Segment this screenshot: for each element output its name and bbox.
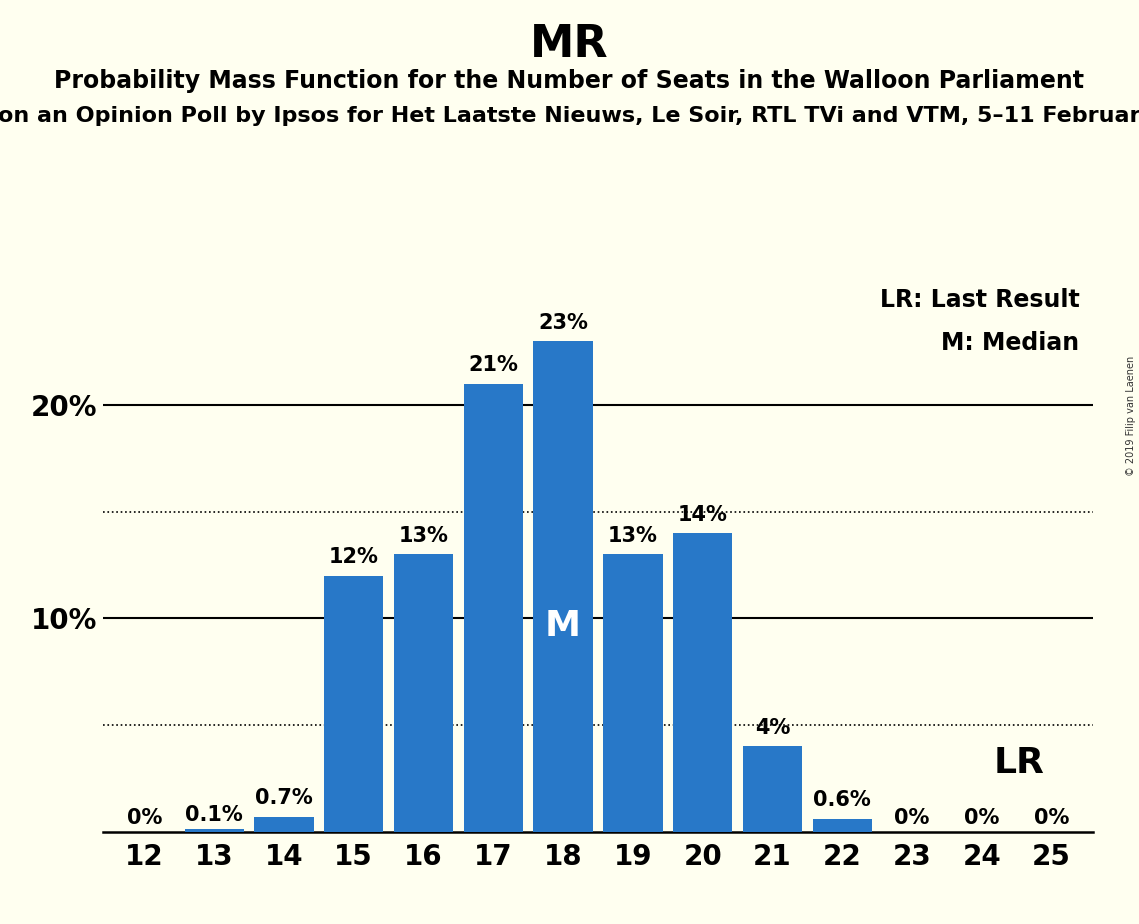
Bar [743, 747, 802, 832]
Bar [254, 817, 313, 832]
Text: M: Median: M: Median [941, 331, 1080, 355]
Text: 0%: 0% [1034, 808, 1070, 829]
Bar [533, 341, 592, 832]
Text: on an Opinion Poll by Ipsos for Het Laatste Nieuws, Le Soir, RTL TVi and VTM, 5–: on an Opinion Poll by Ipsos for Het Laat… [0, 106, 1139, 127]
Text: 14%: 14% [678, 505, 728, 525]
Text: M: M [546, 609, 581, 642]
Text: LR: LR [993, 747, 1044, 781]
Text: 0%: 0% [894, 808, 929, 829]
Text: 0%: 0% [964, 808, 1000, 829]
Text: MR: MR [530, 23, 609, 67]
Text: 23%: 23% [538, 312, 588, 333]
Text: 21%: 21% [468, 356, 518, 375]
Text: © 2019 Filip van Laenen: © 2019 Filip van Laenen [1126, 356, 1136, 476]
Bar [394, 554, 453, 832]
Text: 0%: 0% [126, 808, 162, 829]
Text: 13%: 13% [608, 526, 658, 546]
Bar [464, 383, 523, 832]
Bar [185, 830, 244, 832]
Text: 0.7%: 0.7% [255, 788, 313, 808]
Text: 13%: 13% [399, 526, 449, 546]
Text: 0.1%: 0.1% [186, 805, 243, 825]
Text: 4%: 4% [755, 718, 790, 737]
Bar [604, 554, 663, 832]
Text: 0.6%: 0.6% [813, 790, 871, 810]
Bar [325, 576, 384, 832]
Text: LR: Last Result: LR: Last Result [879, 288, 1080, 312]
Bar [812, 819, 871, 832]
Bar [673, 533, 732, 832]
Text: Probability Mass Function for the Number of Seats in the Walloon Parliament: Probability Mass Function for the Number… [55, 69, 1084, 93]
Text: 12%: 12% [329, 547, 378, 567]
